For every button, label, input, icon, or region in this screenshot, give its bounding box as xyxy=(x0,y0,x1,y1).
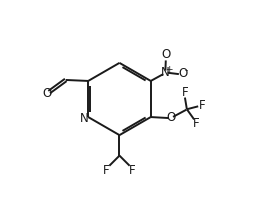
Text: O: O xyxy=(167,111,176,124)
Text: +: + xyxy=(165,65,172,74)
Text: N: N xyxy=(80,112,88,125)
Text: N: N xyxy=(161,66,170,79)
Text: F: F xyxy=(199,99,205,112)
Text: O: O xyxy=(161,49,170,61)
Text: F: F xyxy=(129,164,136,177)
Text: O: O xyxy=(178,67,187,80)
Text: O: O xyxy=(42,87,51,100)
Text: -: - xyxy=(184,67,187,75)
Text: F: F xyxy=(193,117,199,130)
Text: F: F xyxy=(103,164,110,177)
Text: F: F xyxy=(182,86,188,99)
